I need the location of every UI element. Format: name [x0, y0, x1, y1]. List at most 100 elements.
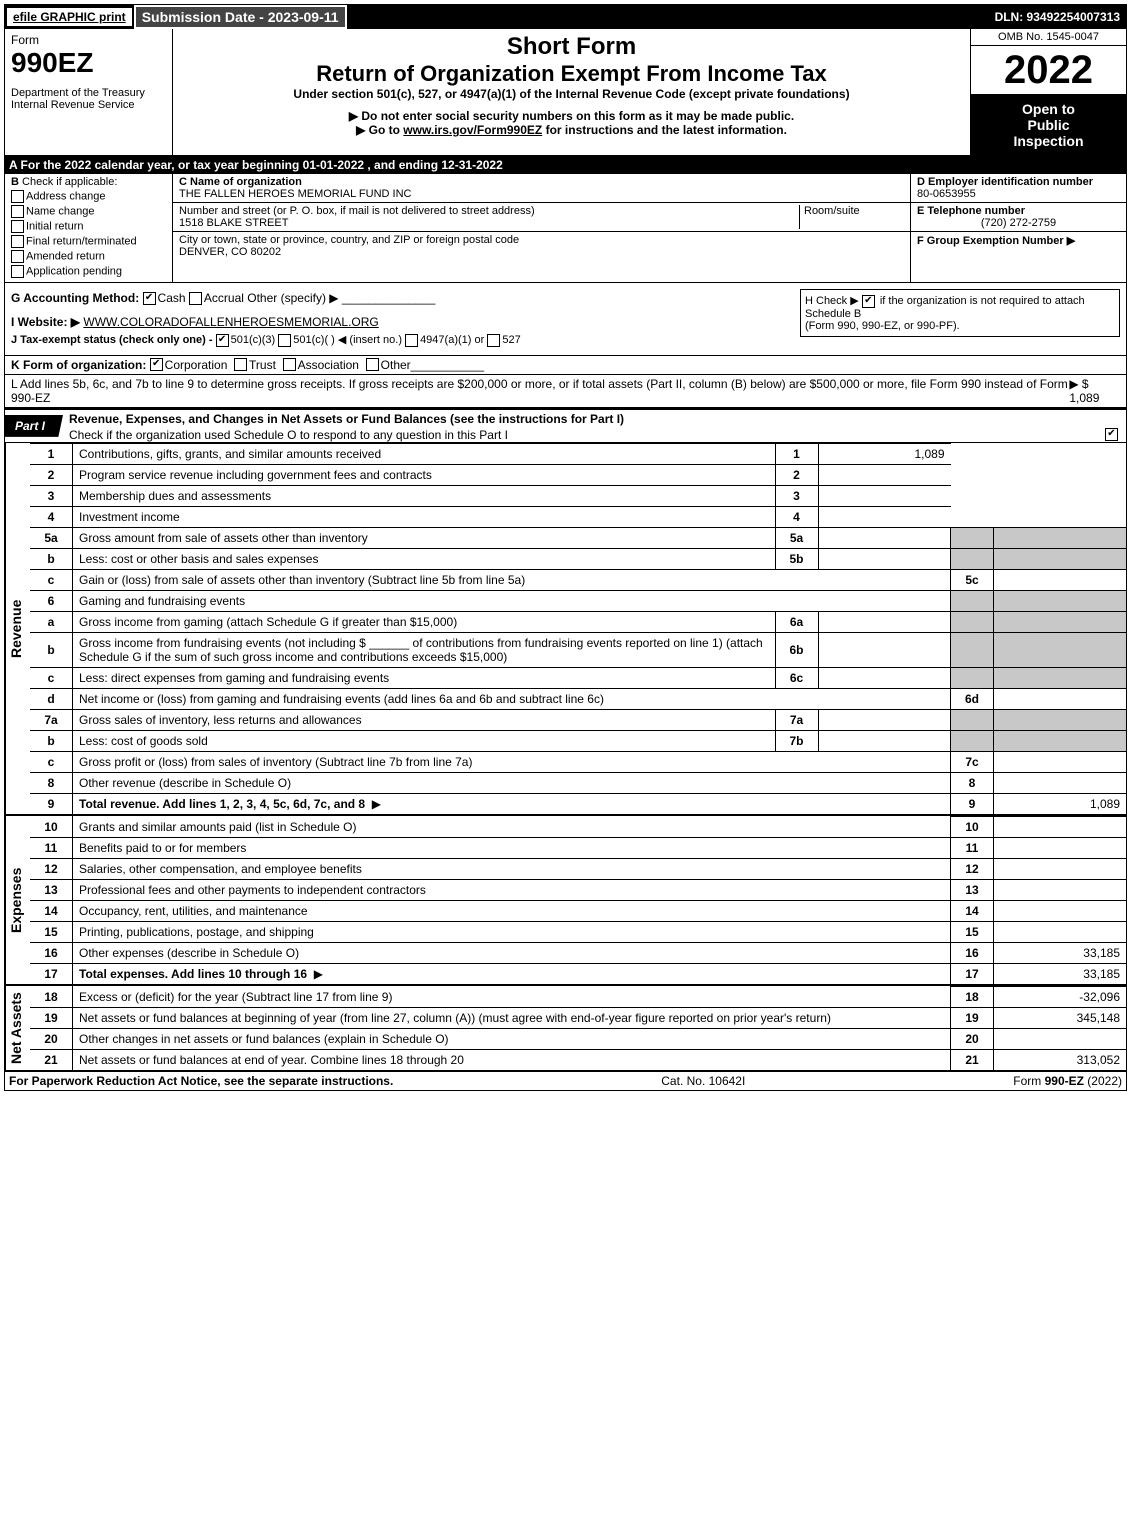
part-1-check-text: Check if the organization used Schedule … [69, 428, 508, 442]
line-19-num: 19 [30, 1007, 73, 1028]
line-8-rn: 8 [951, 772, 994, 793]
line-18-text: Excess or (deficit) for the year (Subtra… [73, 986, 951, 1007]
line-12-text: Salaries, other compensation, and employ… [73, 858, 951, 879]
label-street: Number and street (or P. O. box, if mail… [179, 205, 799, 217]
line-6-num: 6 [30, 590, 73, 611]
section-l: L Add lines 5b, 6c, and 7b to line 9 to … [5, 375, 1126, 408]
line-7b-num: b [30, 730, 73, 751]
net-assets-section: Net Assets 18Excess or (deficit) for the… [5, 984, 1126, 1070]
line-5c-num: c [30, 569, 73, 590]
check-trust[interactable] [234, 358, 247, 371]
line-5c-text: Gain or (loss) from sale of assets other… [73, 569, 951, 590]
top-bar: efile GRAPHIC print Submission Date - 20… [5, 5, 1126, 29]
line-11-text: Benefits paid to or for members [73, 837, 951, 858]
line-6b-mv [818, 632, 951, 667]
line-2-val [818, 464, 951, 485]
check-501c[interactable] [278, 334, 291, 347]
line-14-rn: 14 [951, 900, 994, 921]
line-7b-mv [818, 730, 951, 751]
label-form-of-org: K Form of organization: [11, 358, 146, 372]
check-accrual[interactable] [189, 292, 202, 305]
line-5a-rn [951, 527, 994, 548]
section-j: J Tax-exempt status (check only one) - 5… [11, 333, 788, 347]
check-cash[interactable] [143, 292, 156, 305]
check-501c3[interactable] [216, 334, 229, 347]
check-association[interactable] [283, 358, 296, 371]
part-1-header: Part I Revenue, Expenses, and Changes in… [5, 408, 1126, 443]
line-11-num: 11 [30, 837, 73, 858]
form-header: Form 990EZ Department of the Treasury In… [5, 29, 1126, 156]
dept-treasury: Department of the Treasury [11, 87, 166, 99]
line-7b-rv [994, 730, 1127, 751]
line-1-text: Contributions, gifts, grants, and simila… [73, 443, 776, 464]
efile-print-link[interactable]: efile GRAPHIC print [5, 6, 134, 28]
side-label-expenses: Expenses [5, 816, 30, 984]
city-state-zip: DENVER, CO 80202 [179, 246, 904, 258]
expenses-section: Expenses 10Grants and similar amounts pa… [5, 814, 1126, 984]
line-18-num: 18 [30, 986, 73, 1007]
line-6c-mv [818, 667, 951, 688]
form-container: efile GRAPHIC print Submission Date - 20… [4, 4, 1127, 1091]
line-5a-text: Gross amount from sale of assets other t… [79, 531, 368, 545]
ein-value: 80-0653955 [917, 188, 1120, 200]
label-website: I Website: ▶ [11, 315, 80, 329]
open-public-inspection: Open to Public Inspection [971, 95, 1126, 155]
line-6a-mn: 6a [775, 611, 818, 632]
line-5b-rv [994, 548, 1127, 569]
subtitle-3: ▶ Go to www.irs.gov/Form990EZ for instru… [177, 123, 966, 137]
sections-d-e-f: D Employer identification number 80-0653… [910, 174, 1126, 282]
check-name-change[interactable]: Name change [11, 205, 166, 218]
line-16-val: 33,185 [994, 942, 1127, 963]
line-13-text: Professional fees and other payments to … [73, 879, 951, 900]
line-14-num: 14 [30, 900, 73, 921]
line-7b-text: Less: cost of goods sold [73, 730, 776, 751]
line-3-val [818, 485, 951, 506]
line-8-num: 8 [30, 772, 73, 793]
line-12-val [994, 858, 1127, 879]
line-9-rn: 9 [951, 793, 994, 814]
line-1-rn: 1 [775, 443, 818, 464]
line-5b-rn [951, 548, 994, 569]
line-20-val [994, 1028, 1127, 1049]
check-amended-return[interactable]: Amended return [11, 250, 166, 263]
check-schedule-o-part1[interactable] [1105, 428, 1118, 441]
check-application-pending[interactable]: Application pending [11, 265, 166, 278]
line-3-num: 3 [30, 485, 73, 506]
line-7a-rv [994, 709, 1127, 730]
line-11-val [994, 837, 1127, 858]
accounting-other: Other (specify) ▶ [247, 291, 338, 305]
expenses-table: 10Grants and similar amounts paid (list … [30, 816, 1126, 984]
line-12-rn: 12 [951, 858, 994, 879]
website-link[interactable]: WWW.COLORADOFALLENHEROESMEMORIAL.ORG [83, 315, 378, 329]
sections-b-through-f: B Check if applicable: Address change Na… [5, 174, 1126, 283]
line-6d-num: d [30, 688, 73, 709]
net-assets-table: 18Excess or (deficit) for the year (Subt… [30, 986, 1126, 1070]
check-other-org[interactable] [366, 358, 379, 371]
check-address-change[interactable]: Address change [11, 190, 166, 203]
check-final-return[interactable]: Final return/terminated [11, 235, 166, 248]
line-6a-rv [994, 611, 1127, 632]
line-15-text: Printing, publications, postage, and shi… [73, 921, 951, 942]
line-4-num: 4 [30, 506, 73, 527]
line-18-val: -32,096 [994, 986, 1127, 1007]
check-4947[interactable] [405, 334, 418, 347]
line-6c-rv [994, 667, 1127, 688]
line-5a-rv [994, 527, 1127, 548]
line-14-text: Occupancy, rent, utilities, and maintena… [73, 900, 951, 921]
line-11-rn: 11 [951, 837, 994, 858]
line-20-rn: 20 [951, 1028, 994, 1049]
check-corporation[interactable] [150, 358, 163, 371]
line-21-rn: 21 [951, 1049, 994, 1070]
footer-left: For Paperwork Reduction Act Notice, see … [9, 1074, 393, 1088]
line-6b-mn: 6b [775, 632, 818, 667]
footer-cat-no: Cat. No. 10642I [661, 1074, 745, 1088]
line-4-text: Investment income [73, 506, 776, 527]
check-initial-return[interactable]: Initial return [11, 220, 166, 233]
line-6c-num: c [30, 667, 73, 688]
irs-url-link[interactable]: www.irs.gov/Form990EZ [403, 123, 542, 137]
room-suite-label: Room/suite [799, 205, 904, 229]
line-9-val: 1,089 [994, 793, 1127, 814]
check-schedule-b[interactable] [862, 295, 875, 308]
line-19-text: Net assets or fund balances at beginning… [73, 1007, 951, 1028]
check-527[interactable] [487, 334, 500, 347]
